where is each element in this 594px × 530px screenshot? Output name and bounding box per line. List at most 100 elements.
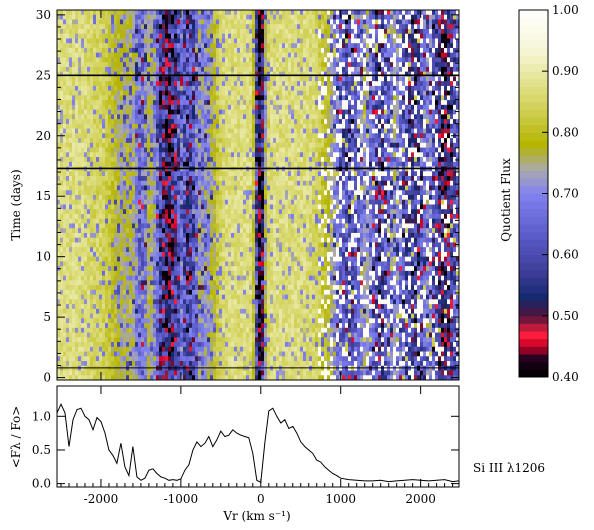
heatmap-cell — [375, 52, 379, 58]
heatmap-cell — [363, 95, 367, 101]
heatmap-cell — [69, 109, 73, 115]
heatmap-cell — [72, 147, 76, 153]
heatmap-cell — [321, 161, 325, 167]
heatmap-cell — [168, 171, 172, 177]
heatmap-cell — [255, 62, 259, 68]
heatmap-cell — [168, 157, 172, 163]
heatmap-cell — [66, 38, 70, 44]
heatmap-cell — [129, 138, 133, 144]
heatmap-cell — [258, 66, 262, 73]
heatmap-cell — [207, 161, 211, 167]
heatmap-cell — [171, 123, 175, 129]
heatmap-cell — [279, 123, 283, 129]
heatmap-cell — [360, 66, 364, 73]
heatmap-cell — [69, 57, 73, 63]
heatmap-cell — [432, 57, 436, 63]
heatmap-cell — [237, 62, 241, 68]
heatmap-cell — [402, 10, 406, 16]
heatmap-cell — [249, 119, 253, 125]
heatmap-cell — [438, 138, 442, 144]
heatmap-cell — [384, 176, 388, 182]
heatmap-cell — [201, 10, 205, 16]
heatmap-cell — [204, 62, 208, 68]
heatmap-cell — [249, 114, 253, 120]
heatmap-cell — [261, 10, 265, 16]
heatmap-cell — [126, 38, 130, 44]
heatmap-cell — [75, 76, 79, 82]
heatmap-cell — [171, 57, 175, 63]
heatmap-cell — [144, 33, 148, 39]
heatmap-cell — [162, 161, 166, 167]
heatmap-cell — [372, 71, 376, 77]
heatmap-cell — [372, 128, 376, 134]
heatmap-cell — [150, 90, 154, 96]
heatmap-cell — [228, 123, 232, 129]
heatmap-cell — [129, 95, 133, 101]
heatmap-cell — [384, 114, 388, 120]
heatmap-cell — [63, 114, 67, 120]
heatmap-cell — [108, 100, 112, 106]
heatmap-cell — [267, 171, 271, 177]
heatmap-cell — [273, 95, 277, 101]
heatmap-cell — [144, 52, 148, 58]
heatmap-cell — [60, 123, 64, 129]
heatmap-cell — [177, 24, 181, 30]
heatmap-cell — [447, 123, 451, 129]
heatmap-cell — [441, 24, 445, 30]
heatmap-cell — [144, 47, 148, 54]
heatmap-cell — [321, 157, 325, 163]
heatmap-cell — [120, 157, 124, 163]
heatmap-cell — [288, 152, 292, 158]
heatmap-cell — [381, 142, 385, 148]
heatmap-cell — [183, 138, 187, 144]
heatmap-cell — [66, 14, 70, 20]
heatmap-cell — [297, 104, 301, 111]
heatmap-cell — [246, 85, 250, 92]
heatmap-cell — [195, 43, 199, 49]
heatmap-cell — [285, 14, 289, 20]
heatmap-cell — [306, 114, 310, 120]
heatmap-cell — [414, 76, 418, 82]
heatmap-cell — [156, 43, 160, 49]
heatmap-cell — [138, 176, 142, 182]
heatmap-cell — [174, 85, 178, 92]
heatmap-cell — [360, 161, 364, 167]
heatmap-cell — [198, 62, 202, 68]
heatmap-cell — [429, 128, 433, 134]
heatmap-cell — [321, 81, 325, 87]
heatmap-cell — [423, 90, 427, 96]
heatmap-cell — [216, 57, 220, 63]
heatmap-cell — [423, 147, 427, 153]
heatmap-cell — [84, 147, 88, 153]
heatmap-cell — [204, 38, 208, 44]
heatmap-cell — [309, 142, 313, 148]
heatmap-cell — [342, 109, 346, 115]
heatmap-cell — [291, 38, 295, 44]
heatmap-cell — [192, 19, 196, 25]
heatmap-cell — [78, 66, 82, 73]
heatmap-cell — [339, 52, 343, 58]
heatmap-cell — [342, 76, 346, 82]
heatmap-cell — [291, 180, 295, 186]
heatmap-cell — [174, 128, 178, 134]
heatmap-cell — [183, 57, 187, 63]
heatmap-cell — [411, 38, 415, 44]
heatmap-cell — [93, 62, 97, 68]
heatmap-cell — [252, 85, 256, 92]
heatmap-cell — [144, 24, 148, 30]
heatmap-cell — [279, 114, 283, 120]
heatmap-cell — [225, 38, 229, 44]
heatmap-cell — [240, 171, 244, 177]
heatmap-cell — [267, 142, 271, 148]
heatmap-cell — [393, 28, 397, 35]
heatmap-cell — [90, 85, 94, 92]
heatmap-cell — [333, 10, 337, 16]
heatmap-cell — [207, 176, 211, 182]
heatmap-cell — [114, 161, 118, 167]
heatmap-cell — [204, 142, 208, 148]
heatmap-cell — [192, 138, 196, 144]
heatmap-cell — [66, 52, 70, 58]
heatmap-cell — [429, 109, 433, 115]
heatmap-cell — [369, 123, 373, 129]
heatmap-cell — [444, 14, 448, 20]
